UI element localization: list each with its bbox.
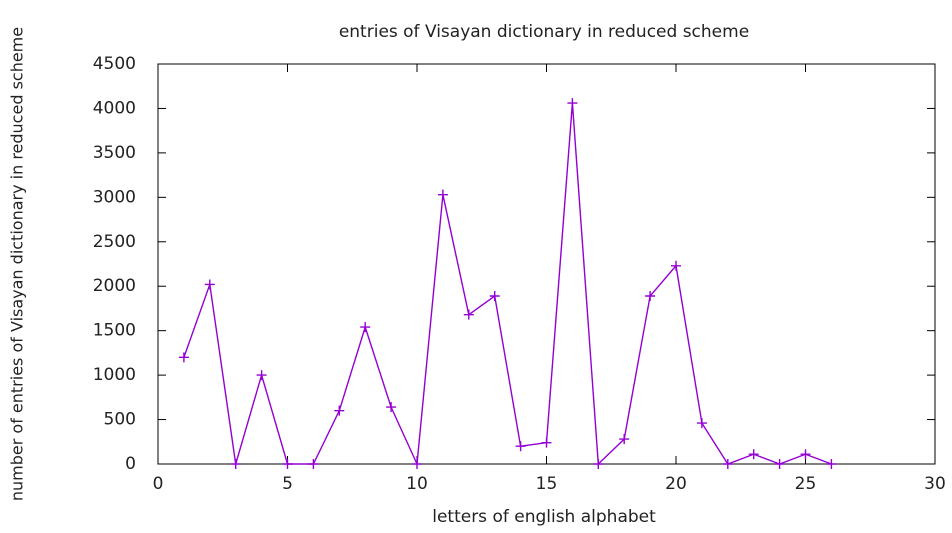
- y-tick-label: 3000: [93, 187, 136, 207]
- point-marker: [230, 459, 241, 469]
- point-marker: [489, 291, 500, 301]
- y-tick-label: 2500: [93, 232, 136, 252]
- y-tick-label: 1000: [93, 365, 136, 385]
- y-tick-label: 4000: [93, 98, 136, 118]
- x-tick-label: 20: [665, 474, 687, 494]
- y-tick-label: 2000: [93, 276, 136, 296]
- point-marker: [671, 260, 681, 271]
- point-marker: [437, 189, 448, 200]
- point-marker: [541, 437, 552, 448]
- point-marker: [774, 459, 785, 469]
- x-tick-label: 30: [924, 474, 946, 494]
- point-marker: [282, 459, 293, 469]
- x-tick-label: 10: [406, 474, 428, 494]
- point-marker: [360, 322, 371, 333]
- point-marker: [645, 291, 656, 301]
- point-marker: [619, 434, 630, 445]
- point-marker: [256, 370, 267, 381]
- point-marker: [463, 309, 474, 320]
- point-marker: [800, 449, 811, 460]
- point-marker: [412, 459, 422, 469]
- point-marker: [386, 402, 397, 413]
- point-marker: [826, 459, 837, 469]
- y-tick-label: 3500: [93, 143, 136, 163]
- y-tick-label: 500: [104, 410, 136, 430]
- point-marker: [567, 98, 578, 109]
- y-tick-label: 1500: [93, 321, 136, 341]
- series-line: [183, 103, 832, 467]
- y-axis-label: number of entries of Visayan dictionary …: [8, 27, 27, 501]
- plot-frame: [157, 63, 936, 465]
- point-marker: [178, 352, 189, 363]
- point-marker: [515, 441, 526, 452]
- x-tick-label: 25: [795, 474, 817, 494]
- y-tick-label: 4500: [93, 54, 136, 74]
- x-tick-label: 0: [153, 474, 164, 494]
- point-marker: [748, 449, 759, 460]
- x-tick-label: 5: [282, 474, 293, 494]
- point-marker: [593, 459, 604, 469]
- point-marker: [334, 405, 345, 416]
- point-marker: [204, 279, 215, 290]
- point-marker: [696, 418, 707, 429]
- x-tick-label: 15: [536, 474, 558, 494]
- chart-title: entries of Visayan dictionary in reduced…: [339, 22, 749, 42]
- point-marker: [722, 459, 733, 469]
- y-tick-label: 0: [125, 454, 136, 474]
- x-axis-label: letters of english alphabet: [432, 507, 656, 527]
- point-marker: [308, 459, 319, 469]
